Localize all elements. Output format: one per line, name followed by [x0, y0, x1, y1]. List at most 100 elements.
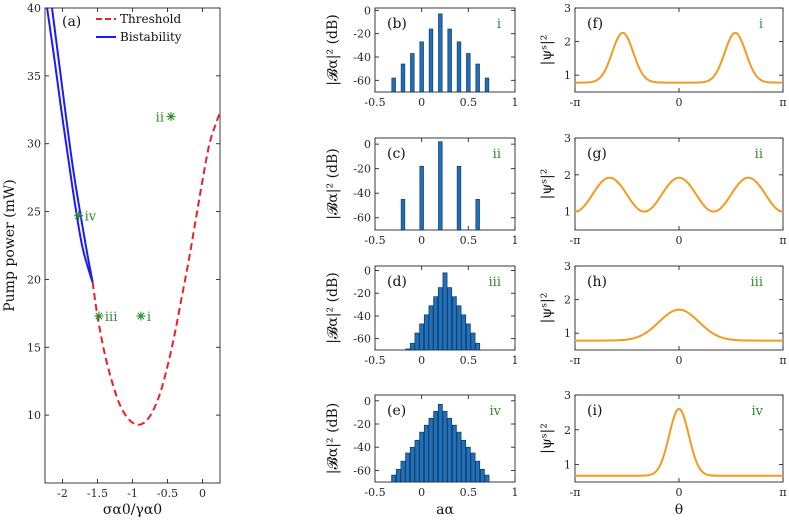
y-axis-label-e: |𝓑α|² (dB)	[325, 403, 341, 474]
xtick-label-b: 0	[418, 96, 425, 109]
y-axis-label-c: |𝓑α|² (dB)	[325, 148, 341, 219]
bar-b	[484, 77, 490, 93]
panel-label-g: (g)	[587, 146, 607, 162]
bar-e	[433, 410, 439, 483]
panel-label-d: (d)	[387, 274, 407, 290]
x-axis-label-e: aα	[436, 502, 454, 518]
bar-d	[461, 314, 467, 351]
ytick-label-c: -60	[353, 212, 371, 225]
panel-i: -π 0 π 1 2 3 (i) iv |ψˢ|² θ	[539, 389, 787, 518]
bar-c	[475, 199, 480, 231]
panel-b: -0.5 0 0.5 1 0 -20 -40 -60 (b) i |𝓑α|² (dB)	[325, 4, 519, 109]
xtick-label-h: 0	[676, 354, 683, 367]
bar-e	[456, 431, 462, 483]
ytick-label-i: 2	[564, 424, 571, 437]
series-line-i	[575, 407, 783, 477]
bar-d	[470, 332, 476, 351]
bar-e	[465, 446, 471, 483]
panel-label-b: (b)	[387, 16, 407, 32]
ytick-label-e: 0	[364, 395, 371, 408]
ytick-label-a: 30	[27, 138, 41, 151]
xtick-label-i: π	[779, 486, 786, 499]
marker-star-stroke	[167, 113, 175, 121]
ytick-label-c: -20	[353, 163, 371, 176]
xtick-label-d: 1	[512, 354, 519, 367]
bar-b	[466, 53, 471, 93]
ytick-label-h: 3	[564, 260, 571, 273]
panel-label-h: (h)	[587, 274, 607, 290]
ytick-label-d: -60	[353, 333, 371, 346]
bar-d	[447, 287, 453, 351]
xtick-label-a: -2	[57, 487, 68, 500]
marker-label-iii: iii	[105, 310, 117, 325]
bar-b	[400, 63, 406, 93]
xtick-label-e: 1	[512, 486, 519, 499]
bar-e	[475, 460, 481, 483]
ytick-label-c: 0	[364, 138, 371, 151]
ytick-label-b: 0	[364, 4, 371, 17]
legend-label-threshold: Threshold	[120, 12, 182, 26]
ytick-label-g: 3	[564, 132, 571, 145]
y-axis-label-b: |𝓑α|² (dB)	[325, 14, 341, 85]
xtick-label-a: -0.5	[157, 487, 178, 500]
ytick-label-d: -20	[353, 287, 371, 300]
bar-b	[438, 13, 443, 93]
legend-a: Threshold Bistability	[96, 12, 182, 44]
bar-e	[428, 417, 434, 483]
roman-label-i: iv	[751, 404, 763, 419]
bar-d	[433, 296, 439, 351]
bar-c	[438, 141, 443, 231]
bar-e	[391, 474, 397, 483]
bar-e	[479, 468, 485, 483]
ytick-label-d: 0	[364, 265, 371, 278]
xtick-label-e: 0	[418, 486, 425, 499]
bar-e	[461, 439, 467, 483]
bar-e	[423, 424, 429, 483]
axes-box-c	[374, 137, 516, 231]
xtick-label-i: -π	[570, 486, 581, 499]
xtick-label-e: 0.5	[460, 486, 478, 499]
ytick-label-a: 10	[27, 409, 41, 422]
bar-d	[428, 305, 434, 351]
xtick-label-h: π	[779, 354, 786, 367]
ytick-label-a: 15	[27, 341, 41, 354]
bar-d	[409, 342, 415, 351]
bar-d	[423, 314, 429, 351]
ytick-label-f: 1	[564, 69, 571, 82]
bar-c	[419, 165, 424, 231]
y-axis-label-g: |ψˢ|²	[539, 169, 555, 200]
roman-label-g: ii	[755, 147, 763, 162]
panel-label-a: (a)	[62, 14, 81, 30]
x-axis-label-i: θ	[675, 502, 683, 518]
xtick-label-i: 0	[676, 486, 683, 499]
series-line-g	[574, 176, 784, 213]
xtick-label-g: -π	[570, 234, 581, 247]
roman-label-f: i	[759, 17, 763, 32]
bar-c	[400, 199, 406, 231]
bar-d	[456, 305, 462, 351]
marker-label-i: i	[147, 310, 151, 325]
bar-e	[405, 452, 411, 483]
axes-box-b	[374, 7, 516, 93]
plot-area-a	[46, 8, 220, 426]
marker-iii: iii	[94, 310, 117, 325]
ytick-label-b: -20	[353, 28, 371, 41]
bar-b	[428, 28, 434, 93]
ytick-label-d: -40	[353, 310, 371, 323]
xtick-label-d: 0	[418, 354, 425, 367]
ytick-label-a: 20	[27, 273, 41, 286]
panel-label-c: (c)	[387, 146, 406, 162]
ytick-label-e: -60	[353, 464, 371, 477]
bar-e	[470, 452, 476, 483]
panel-h: -π 0 π 1 2 3 (h) iii |ψˢ|²	[539, 260, 787, 367]
xtick-label-d: 0.5	[460, 354, 478, 367]
ytick-label-e: -20	[353, 418, 371, 431]
marker-label-iv: iv	[85, 210, 97, 225]
xtick-label-b: 0.5	[460, 96, 478, 109]
series-line-bistability-2	[46, 8, 94, 283]
roman-label-b: i	[497, 17, 501, 32]
roman-label-d: iii	[489, 275, 501, 290]
series-line-h	[575, 308, 783, 342]
ytick-label-b: -60	[353, 74, 371, 87]
bar-d	[442, 272, 448, 351]
